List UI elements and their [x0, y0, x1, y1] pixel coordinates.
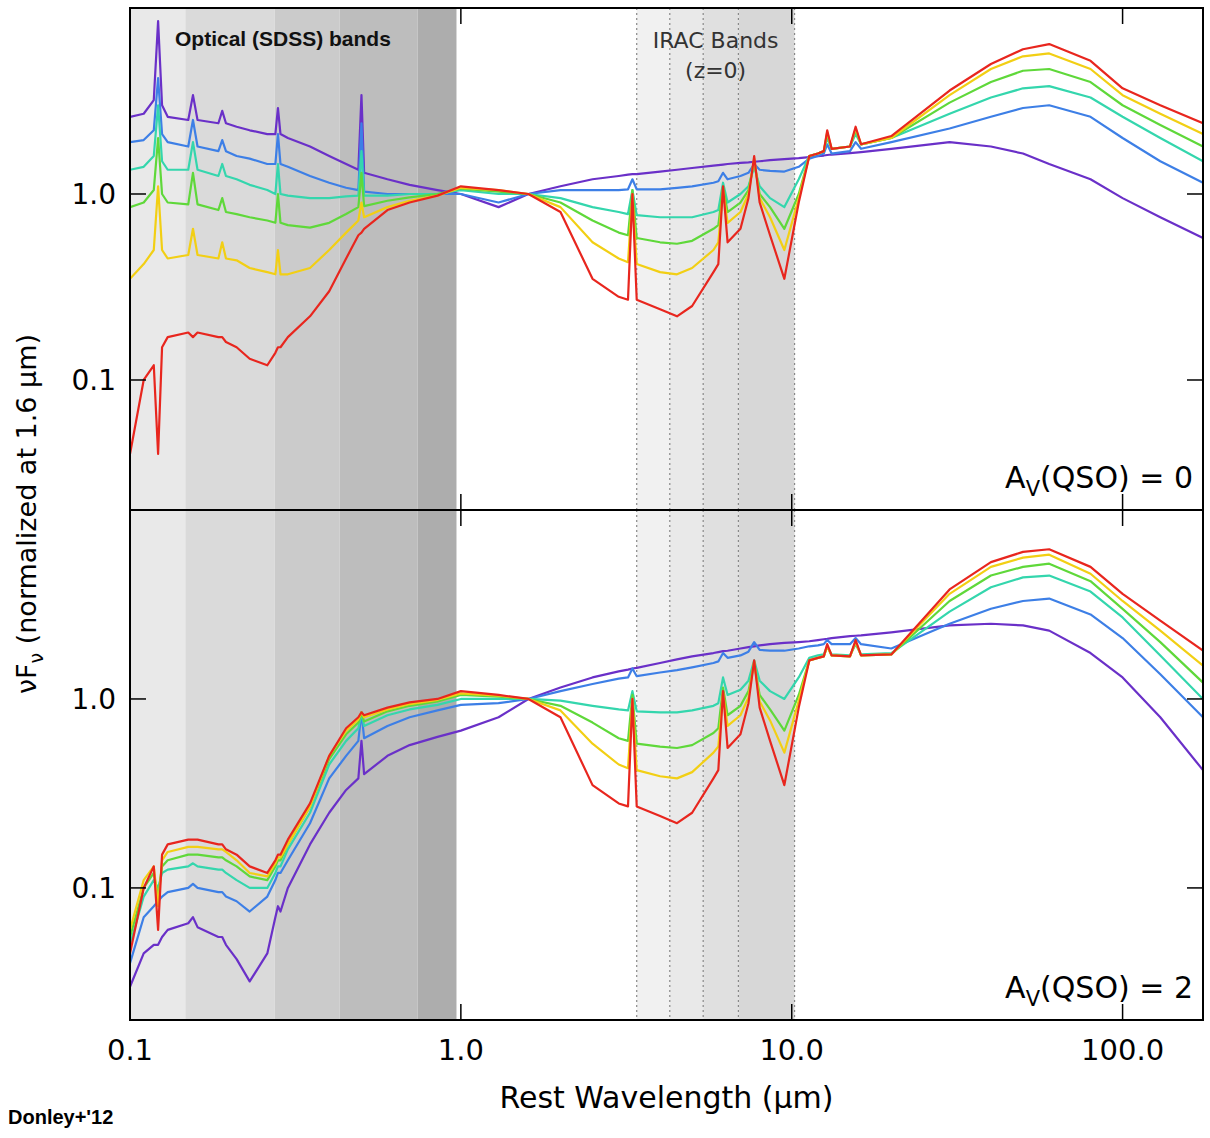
y-tick [130, 379, 146, 381]
x-tick [460, 510, 462, 526]
x-tick [129, 1004, 131, 1020]
text-part: V [1026, 477, 1041, 501]
sed-curve [130, 78, 1203, 202]
optical-band [185, 510, 274, 1020]
plot-area [130, 510, 1203, 1020]
sed-curve [130, 576, 1203, 945]
sed-curve [130, 555, 1203, 930]
sed-curve [130, 86, 1203, 217]
panel-label: AV(QSO) = 2 [1005, 970, 1193, 1011]
x-tick [1122, 8, 1124, 24]
x-tick-label: 0.1 [107, 1033, 153, 1067]
y-tick-label: 0.1 [71, 364, 116, 397]
irac-band [738, 8, 794, 510]
sed-curve [130, 549, 1203, 953]
text-part: (QSO) = 2 [1040, 970, 1193, 1005]
text-part: (normalized at 1.6 μm) [11, 334, 42, 653]
x-tick [460, 494, 462, 510]
optical-band [418, 8, 457, 510]
sed-curve [130, 53, 1203, 278]
sed-curve [130, 624, 1203, 987]
y-tick [1187, 887, 1203, 889]
y-tick-label: 1.0 [71, 178, 116, 211]
irac-band [670, 8, 703, 510]
irac-edge [669, 510, 670, 1020]
sed-curve [130, 564, 1203, 937]
plot-area [130, 8, 1203, 510]
sed-curve [130, 44, 1203, 454]
x-tick [1122, 510, 1124, 526]
y-tick-label: 0.1 [71, 872, 116, 905]
text-part: (QSO) = 0 [1040, 460, 1193, 495]
x-axis-title: Rest Wavelength (μm) [499, 1080, 833, 1115]
x-tick [460, 1004, 462, 1020]
x-tick [1122, 494, 1124, 510]
irac-edge [669, 8, 670, 510]
x-tick-label: 1.0 [438, 1033, 484, 1067]
x-tick [460, 8, 462, 24]
x-tick [791, 1004, 793, 1020]
x-tick [791, 510, 793, 526]
text-part: V [1026, 987, 1041, 1011]
source-credit: Donley+'12 [8, 1106, 113, 1128]
text-part: νF [11, 663, 42, 694]
irac-label: IRAC Bands [653, 28, 779, 53]
text-part: A [1005, 460, 1026, 495]
optical-band [275, 8, 340, 510]
irac-band [670, 510, 703, 1020]
y-axis-title: νFν (normalized at 1.6 μm) [11, 334, 47, 694]
x-tick [129, 8, 131, 24]
panel-label: AV(QSO) = 0 [1005, 460, 1193, 501]
sed-curve [130, 69, 1203, 244]
text-part: A [1005, 970, 1026, 1005]
x-tick [129, 510, 131, 526]
y-tick [130, 698, 146, 700]
irac-edge [703, 510, 704, 1020]
y-tick [1187, 698, 1203, 700]
y-tick-label: 1.0 [71, 683, 116, 716]
frame [130, 510, 1203, 1020]
irac-edge [794, 8, 795, 510]
x-tick [1122, 1004, 1124, 1020]
x-tick [129, 494, 131, 510]
optical-band [340, 510, 418, 1020]
x-tick-label: 10.0 [759, 1033, 824, 1067]
irac-edge [738, 8, 739, 510]
frame [130, 8, 1203, 510]
irac-band [703, 510, 738, 1020]
irac-label: (z=0) [685, 58, 746, 83]
x-tick [791, 494, 793, 510]
optical-band [418, 510, 457, 1020]
irac-edge [794, 510, 795, 1020]
optical-band [340, 8, 418, 510]
figure: 0.1 1.0 Optical (SDSS) bands IRAC Bands (z=0… [0, 0, 1210, 1138]
x-tick [791, 8, 793, 24]
irac-edge [738, 510, 739, 1020]
y-tick [130, 887, 146, 889]
irac-band [738, 510, 794, 1020]
sed-curve [130, 599, 1203, 964]
irac-band [703, 8, 738, 510]
y-tick [1187, 379, 1203, 381]
y-tick [1187, 193, 1203, 195]
irac-band [637, 8, 670, 510]
y-tick [130, 193, 146, 195]
x-tick-label: 100.0 [1081, 1033, 1164, 1067]
optical-label: Optical (SDSS) bands [175, 27, 391, 50]
irac-band [637, 510, 670, 1020]
text-part: ν [25, 653, 47, 664]
